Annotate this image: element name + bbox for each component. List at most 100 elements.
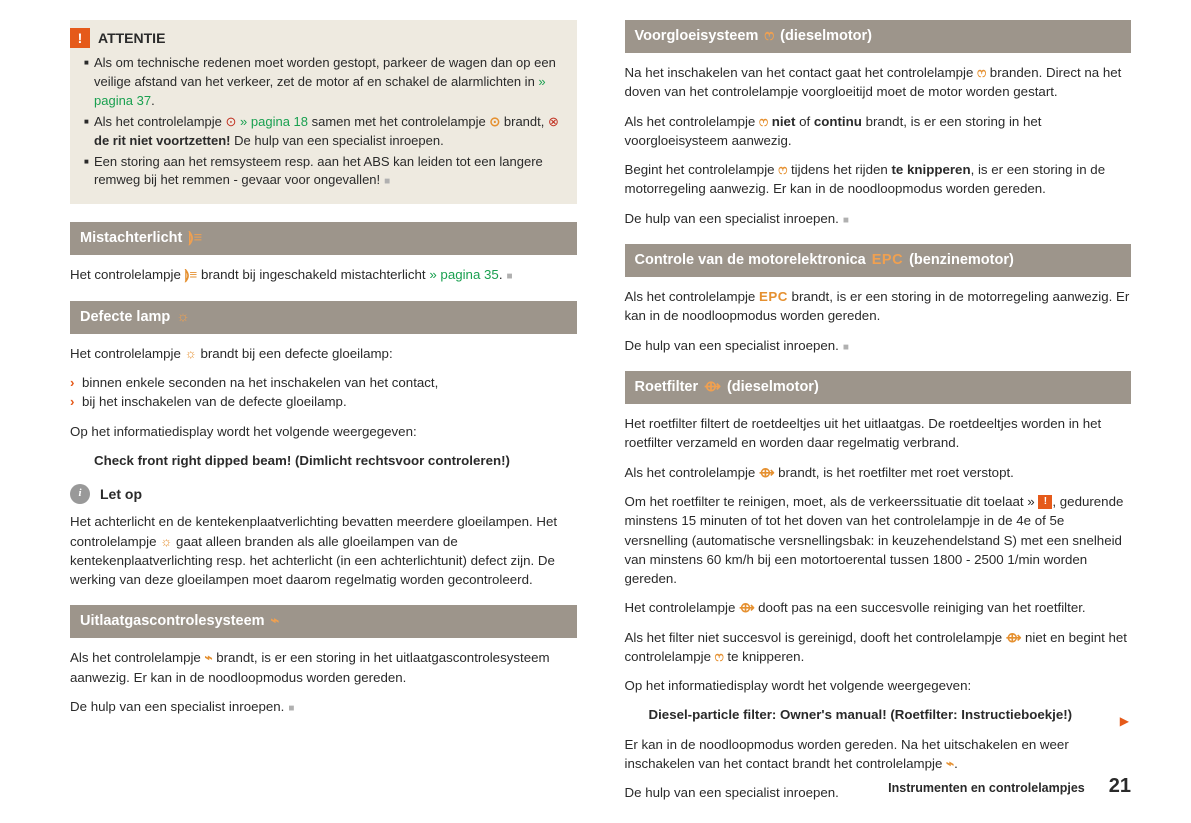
attention-header: ! ATTENTIE — [70, 28, 563, 48]
section-heading-exhaust: Uitlaatgascontrolesysteem ⌁ — [70, 605, 577, 638]
fog-light-icon: ⟭≡ — [185, 267, 198, 282]
text: De hulp van een specialist inroepen. — [231, 133, 444, 148]
text: De hulp van een specialist inroepen. — [625, 338, 839, 353]
paragraph: Het roetfilter filtert de roetdeeltjes u… — [625, 414, 1132, 453]
text: brandt bij ingeschakeld mistachterlicht — [197, 267, 429, 282]
text: Een storing aan het remsysteem resp. aan… — [94, 154, 543, 188]
section-heading-defect-lamp: Defecte lamp ☼ — [70, 301, 577, 334]
text: De hulp van een specialist inroepen. — [70, 699, 284, 714]
text: brandt, is het roetfilter met roet verst… — [774, 465, 1013, 480]
dpf-icon: ⟴ — [1006, 630, 1021, 645]
dpf-icon: ⟴ — [704, 377, 721, 398]
text: Als het controlelampje — [94, 114, 226, 129]
heading-text: (dieselmotor) — [727, 377, 819, 398]
left-column: ! ATTENTIE Als om technische redenen moe… — [70, 20, 577, 812]
paragraph: Begint het controlelampje ෆ tijdens het … — [625, 160, 1132, 199]
paragraph: Het controlelampje ☼ brandt bij een defe… — [70, 344, 577, 363]
end-marker-icon: ■ — [843, 215, 849, 226]
page-columns: ! ATTENTIE Als om technische redenen moe… — [70, 20, 1131, 812]
note-header: i Let op — [70, 484, 577, 504]
display-message: Check front right dipped beam! (Dimlicht… — [70, 451, 577, 470]
fog-light-icon: ⟭≡ — [188, 228, 202, 249]
glow-plug-icon: ෆ — [715, 649, 724, 664]
paragraph: De hulp van een specialist inroepen.■ — [625, 209, 1132, 229]
paragraph: Als het filter niet succesvol is gereini… — [625, 628, 1132, 667]
text: . — [499, 267, 503, 282]
attention-item: Als om technische redenen moet worden ge… — [84, 54, 563, 111]
attention-box: ! ATTENTIE Als om technische redenen moe… — [70, 20, 577, 204]
end-marker-icon: ■ — [288, 703, 294, 714]
section-heading-dpf: Roetfilter⟴ (dieselmotor) — [625, 371, 1132, 404]
warning-icon: ! — [1038, 495, 1052, 509]
section-heading-preglow: Voorgloeisysteem ෆ (dieselmotor) — [625, 20, 1132, 53]
paragraph: Als het controlelampje ෆ niet of continu… — [625, 112, 1132, 151]
heading-text: (dieselmotor) — [780, 26, 872, 47]
bold-text: de rit niet voortzetten! — [94, 133, 231, 148]
paragraph: Op het informatiedisplay wordt het volge… — [625, 676, 1132, 695]
continue-arrow-icon: ▶ — [1120, 713, 1129, 730]
paragraph: De hulp van een specialist inroepen. ■ — [625, 336, 1132, 356]
heading-text: Uitlaatgascontrolesysteem — [80, 611, 265, 632]
stop-icon: ⊗ — [548, 114, 559, 129]
list-item: binnen enkele seconden na het inschakele… — [70, 373, 577, 392]
paragraph: Als het controlelampje ⌁ brandt, is er e… — [70, 648, 577, 687]
attention-item: Een storing aan het remsysteem resp. aan… — [84, 153, 563, 191]
list-item: bij het inschakelen van de defecte gloei… — [70, 392, 577, 411]
heading-text: Mistachterlicht — [80, 228, 182, 249]
paragraph: Het controlelampje ⟭≡ brandt bij ingesch… — [70, 265, 577, 285]
text: brandt bij een defecte gloeilamp: — [197, 346, 393, 361]
paragraph: Het achterlicht en de kentekenplaatverli… — [70, 512, 577, 589]
paragraph: Als het controlelampje EPC brandt, is er… — [625, 287, 1132, 326]
text: Als het controlelampje — [625, 289, 760, 304]
text: Als het controlelampje — [625, 465, 760, 480]
text: te knipperen. — [724, 649, 805, 664]
paragraph: Als het controlelampje ⟴ brandt, is het … — [625, 463, 1132, 482]
end-marker-icon: ■ — [507, 271, 513, 282]
note-title: Let op — [100, 484, 142, 504]
display-message: Diesel-particle filter: Owner's manual! … — [625, 705, 1132, 724]
bullet-list: binnen enkele seconden na het inschakele… — [70, 373, 577, 412]
right-column: Voorgloeisysteem ෆ (dieselmotor) Na het … — [625, 20, 1132, 812]
attention-item: Als het controlelampje ⊙ » pagina 18 sam… — [84, 113, 563, 151]
text: Het controlelampje — [70, 267, 185, 282]
bold-text: continu — [814, 114, 862, 129]
heading-text: Voorgloeisysteem — [635, 26, 759, 47]
text: Er kan in de noodloopmodus worden gerede… — [625, 737, 1069, 771]
paragraph: Op het informatiedisplay wordt het volge… — [70, 422, 577, 441]
text: of — [795, 114, 813, 129]
dpf-icon: ⟴ — [759, 465, 774, 480]
abs-icon: ⊙ — [489, 114, 500, 129]
text: Het controlelampje — [625, 600, 740, 615]
bold-text: niet — [772, 114, 796, 129]
text: Als het filter niet succesvol is gereini… — [625, 630, 1006, 645]
end-marker-icon: ■ — [843, 342, 849, 353]
engine-icon: ⌁ — [205, 650, 213, 665]
text: samen met het controlelampje — [308, 114, 489, 129]
text: Als om technische redenen moet worden ge… — [94, 55, 556, 89]
text: Als het controlelampje — [625, 114, 760, 129]
epc-icon: EPC — [759, 289, 788, 304]
text: Na het inschakelen van het contact gaat … — [625, 65, 978, 80]
page-link[interactable]: » pagina 18 — [240, 114, 308, 129]
glow-plug-icon: ෆ — [778, 162, 787, 177]
text: Als het controlelampje — [70, 650, 205, 665]
text: Het controlelampje — [70, 346, 185, 361]
section-heading-fog-light: Mistachterlicht ⟭≡ — [70, 222, 577, 255]
heading-text: (benzinemotor) — [909, 250, 1014, 271]
engine-icon: ⌁ — [946, 756, 954, 771]
text: brandt, — [500, 114, 548, 129]
footer-section-title: Instrumenten en controlelampjes — [888, 779, 1085, 797]
text: Begint het controlelampje — [625, 162, 779, 177]
attention-list: Als om technische redenen moet worden ge… — [84, 54, 563, 190]
paragraph: De hulp van een specialist inroepen. ■ — [70, 697, 577, 717]
end-marker-icon: ■ — [384, 176, 390, 187]
glow-plug-icon: ෆ — [764, 26, 774, 47]
warning-icon: ! — [70, 28, 90, 48]
text: Om het roetfilter te reinigen, moet, als… — [625, 494, 1039, 509]
dpf-icon: ⟴ — [739, 600, 754, 615]
paragraph: Er kan in de noodloopmodus worden gerede… — [625, 735, 1132, 774]
bulb-icon: ☼ — [185, 346, 197, 361]
page-link[interactable]: » pagina 35 — [429, 267, 499, 282]
paragraph: Om het roetfilter te reinigen, moet, als… — [625, 492, 1132, 588]
heading-text: Defecte lamp — [80, 307, 170, 328]
